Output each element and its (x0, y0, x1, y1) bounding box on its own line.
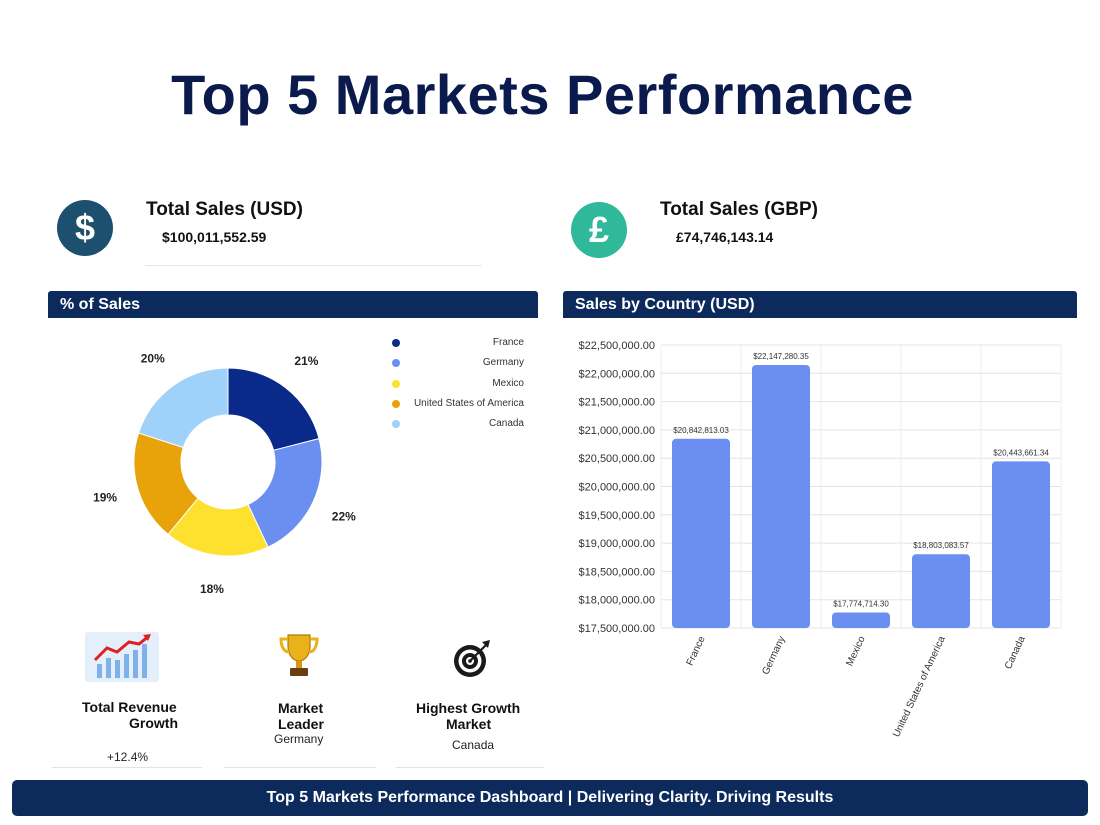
stat-divider (396, 767, 544, 768)
x-tick-label: Germany (760, 635, 787, 677)
legend-label: France (492, 337, 524, 348)
legend-swatch (392, 379, 400, 388)
y-tick-label: $21,500,000.00 (579, 397, 655, 409)
y-tick-label: $18,500,000.00 (579, 566, 655, 578)
stat-market-leader-label-1: Market (278, 700, 324, 716)
kpi-gbp-label: Total Sales (GBP) (660, 199, 819, 220)
legend-item: Canada (388, 417, 528, 437)
x-tick-label: Mexico (844, 634, 868, 668)
pound-icon: £ (571, 202, 627, 258)
bar-data-label: $17,774,714.30 (833, 599, 889, 608)
y-tick-label: $20,000,000.00 (579, 482, 655, 494)
donut-label: 19% (93, 491, 117, 505)
dollar-icon: $ (57, 200, 113, 256)
trophy-icon (279, 634, 319, 676)
legend-item: United States of America (388, 397, 528, 417)
stat-revenue-growth-value: +12.4% (107, 750, 149, 764)
x-tick-label: France (685, 634, 708, 667)
stat-highest-growth-label-2: Market (446, 716, 492, 732)
x-tick-label: United States of America (891, 634, 948, 739)
stat-revenue-growth-label-2: Growth (129, 715, 178, 731)
growth-chart-icon (85, 632, 159, 682)
donut-slice-canada (137, 367, 229, 449)
legend-label: Mexico (492, 377, 524, 389)
stat-market-leader-value: Germany (274, 732, 324, 746)
target-icon (454, 640, 490, 677)
donut-label: 20% (141, 351, 165, 365)
donut-label: 22% (332, 509, 356, 523)
legend-item: Mexico (388, 377, 528, 397)
kpi-gbp-value: £74,746,143.14 (676, 229, 774, 245)
pie-panel-header: % of Sales (48, 291, 538, 318)
donut-slice-france (227, 367, 320, 451)
legend-item: France (388, 336, 528, 356)
legend-swatch (392, 359, 400, 368)
bar-data-label: $18,803,083.57 (913, 541, 969, 550)
bar-mexico (832, 612, 890, 628)
y-tick-label: $19,500,000.00 (579, 510, 655, 522)
legend-item: Germany (388, 356, 528, 376)
bar-germany (752, 364, 810, 628)
x-tick-label: Canada (1003, 634, 1028, 671)
stat-highest-growth-value: Canada (452, 738, 495, 752)
legend-label: Canada (488, 418, 524, 430)
bar-data-label: $20,443,661.34 (993, 448, 1049, 457)
kpi-usd-label: Total Sales (USD) (146, 199, 303, 220)
bar-united-states-of-america (912, 554, 970, 628)
y-tick-label: $20,500,000.00 (579, 453, 655, 465)
stat-market-leader-label-2: Leader (278, 716, 324, 732)
footer-banner: Top 5 Markets Performance Dashboard | De… (12, 780, 1088, 816)
legend-swatch (392, 339, 400, 347)
stat-divider (224, 767, 376, 768)
kpi-usd-value: $100,011,552.59 (162, 229, 267, 245)
stat-divider (52, 767, 202, 768)
y-tick-label: $19,000,000.00 (579, 538, 655, 550)
legend-swatch (392, 420, 400, 429)
bar-france (672, 438, 730, 628)
donut-label: 18% (200, 582, 224, 596)
kpi-usd-divider (145, 265, 482, 266)
y-tick-label: $18,000,000.00 (579, 595, 655, 607)
donut-slice-germany (247, 438, 323, 548)
bar-canada (992, 461, 1050, 628)
donut-label: 21% (294, 354, 318, 368)
bar-data-label: $20,842,813.03 (673, 426, 729, 435)
bar-data-label: $22,147,280.35 (753, 352, 809, 361)
legend-label: Germany (482, 357, 524, 369)
legend-swatch (392, 399, 400, 408)
y-tick-label: $22,000,000.00 (579, 368, 655, 380)
y-tick-label: $17,500,000.00 (579, 623, 655, 635)
donut-chart: 21% 22% 18% 19% 20% (93, 351, 356, 596)
y-tick-label: $21,000,000.00 (579, 425, 655, 437)
page-title: Top 5 Markets Performance (171, 63, 914, 126)
stat-revenue-growth-label-1: Total Revenue (82, 699, 177, 715)
legend-label: United States of America (413, 397, 524, 409)
donut-legend: France Germany Mexico United States of Amer… (388, 336, 528, 437)
y-tick-label: $22,500,000.00 (579, 340, 655, 352)
bar-chart: $17,500,000.00 $18,000,000.00 $18,500,000.… (579, 340, 1062, 739)
stat-highest-growth-label-1: Highest Growth (416, 700, 521, 716)
bar-panel-header: Sales by Country (USD) (563, 291, 1077, 318)
